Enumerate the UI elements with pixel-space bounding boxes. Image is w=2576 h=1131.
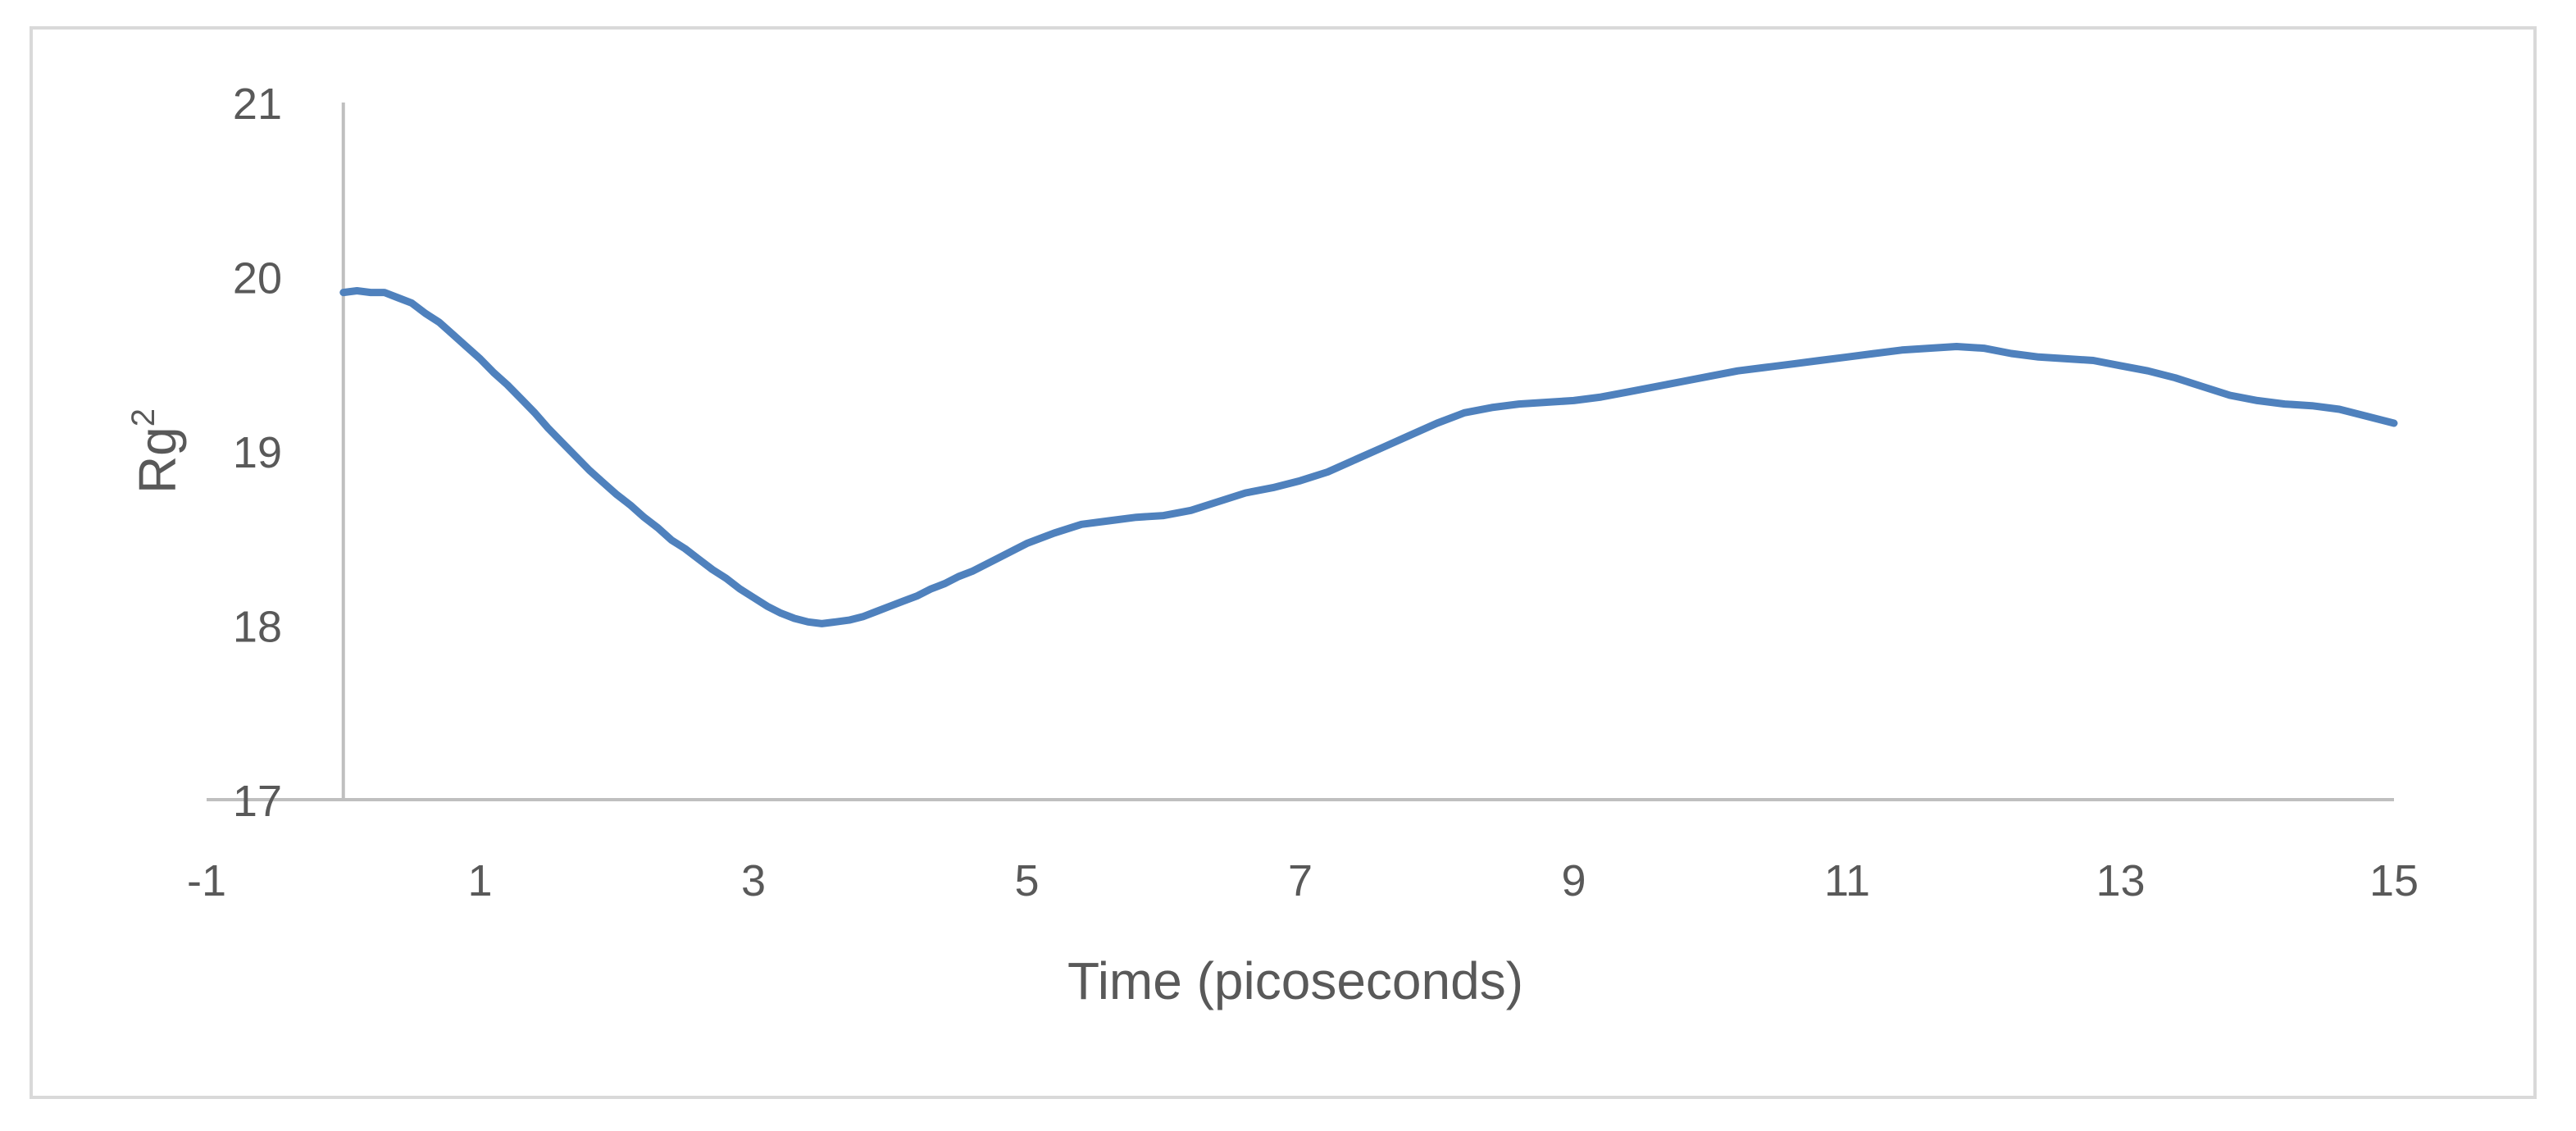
x-tick-label: 15 [2369, 856, 2419, 905]
y-axis-title-superscript: 2 [125, 408, 162, 426]
x-tick-label: 1 [467, 856, 492, 905]
y-axis-title: Rg2 [125, 408, 187, 494]
y-tick-label: 19 [233, 428, 282, 477]
y-tick-label: 20 [233, 254, 282, 303]
y-axis-title-base: Rg [128, 426, 187, 494]
series-line [339, 287, 2398, 627]
y-tick-label: 21 [233, 80, 282, 129]
x-tick-label: 13 [2096, 856, 2145, 905]
x-tick-label: 11 [1824, 856, 1870, 905]
y-tick-label: 18 [233, 603, 282, 652]
x-tick-label: -1 [187, 856, 226, 905]
series-layer [339, 287, 2398, 627]
x-tick-labels: -1 1 3 5 7 9 11 13 15 [187, 856, 2419, 905]
chart-frame [30, 26, 2537, 1099]
y-tick-labels: 17 18 19 20 21 [233, 80, 282, 826]
y-tick-label: 17 [233, 777, 282, 826]
axes [207, 103, 2394, 801]
x-tick-label: 9 [1561, 856, 1586, 905]
x-tick-label: 7 [1288, 856, 1313, 905]
x-tick-label: 3 [741, 856, 766, 905]
x-axis-title: Time (picoseconds) [1067, 951, 1523, 1010]
x-tick-label: 5 [1014, 856, 1039, 905]
